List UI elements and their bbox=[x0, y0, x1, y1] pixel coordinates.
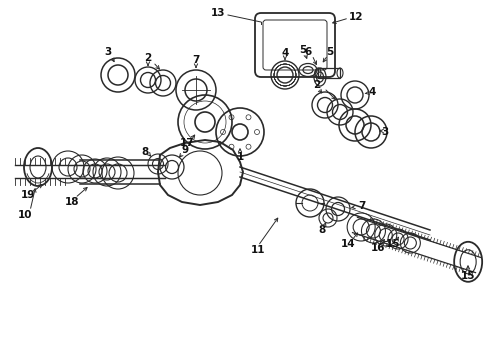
Text: 8: 8 bbox=[318, 225, 326, 235]
Text: 9: 9 bbox=[181, 145, 189, 155]
Bar bbox=[318, 68, 340, 78]
Text: 18: 18 bbox=[65, 197, 79, 207]
Text: 8: 8 bbox=[142, 147, 148, 157]
Text: 2: 2 bbox=[314, 80, 320, 90]
Text: 6: 6 bbox=[304, 47, 312, 57]
Text: 14: 14 bbox=[341, 239, 355, 249]
Text: 3: 3 bbox=[104, 47, 112, 57]
Text: 5: 5 bbox=[326, 47, 334, 57]
Text: 3: 3 bbox=[381, 127, 389, 137]
Text: 17: 17 bbox=[180, 138, 195, 148]
Text: 2: 2 bbox=[145, 53, 151, 63]
Text: 13: 13 bbox=[211, 8, 225, 18]
Text: 1: 1 bbox=[236, 152, 244, 162]
Text: 16: 16 bbox=[371, 243, 385, 253]
Text: 12: 12 bbox=[349, 12, 363, 22]
Text: 15: 15 bbox=[386, 239, 400, 249]
Text: 4: 4 bbox=[368, 87, 376, 97]
Text: 4: 4 bbox=[281, 48, 289, 58]
Text: 5: 5 bbox=[299, 45, 307, 55]
Text: 10: 10 bbox=[18, 210, 32, 220]
Text: 7: 7 bbox=[192, 55, 200, 65]
Text: 11: 11 bbox=[251, 245, 265, 255]
Text: 15: 15 bbox=[461, 271, 475, 281]
Text: 19: 19 bbox=[21, 190, 35, 200]
Text: 7: 7 bbox=[358, 201, 366, 211]
